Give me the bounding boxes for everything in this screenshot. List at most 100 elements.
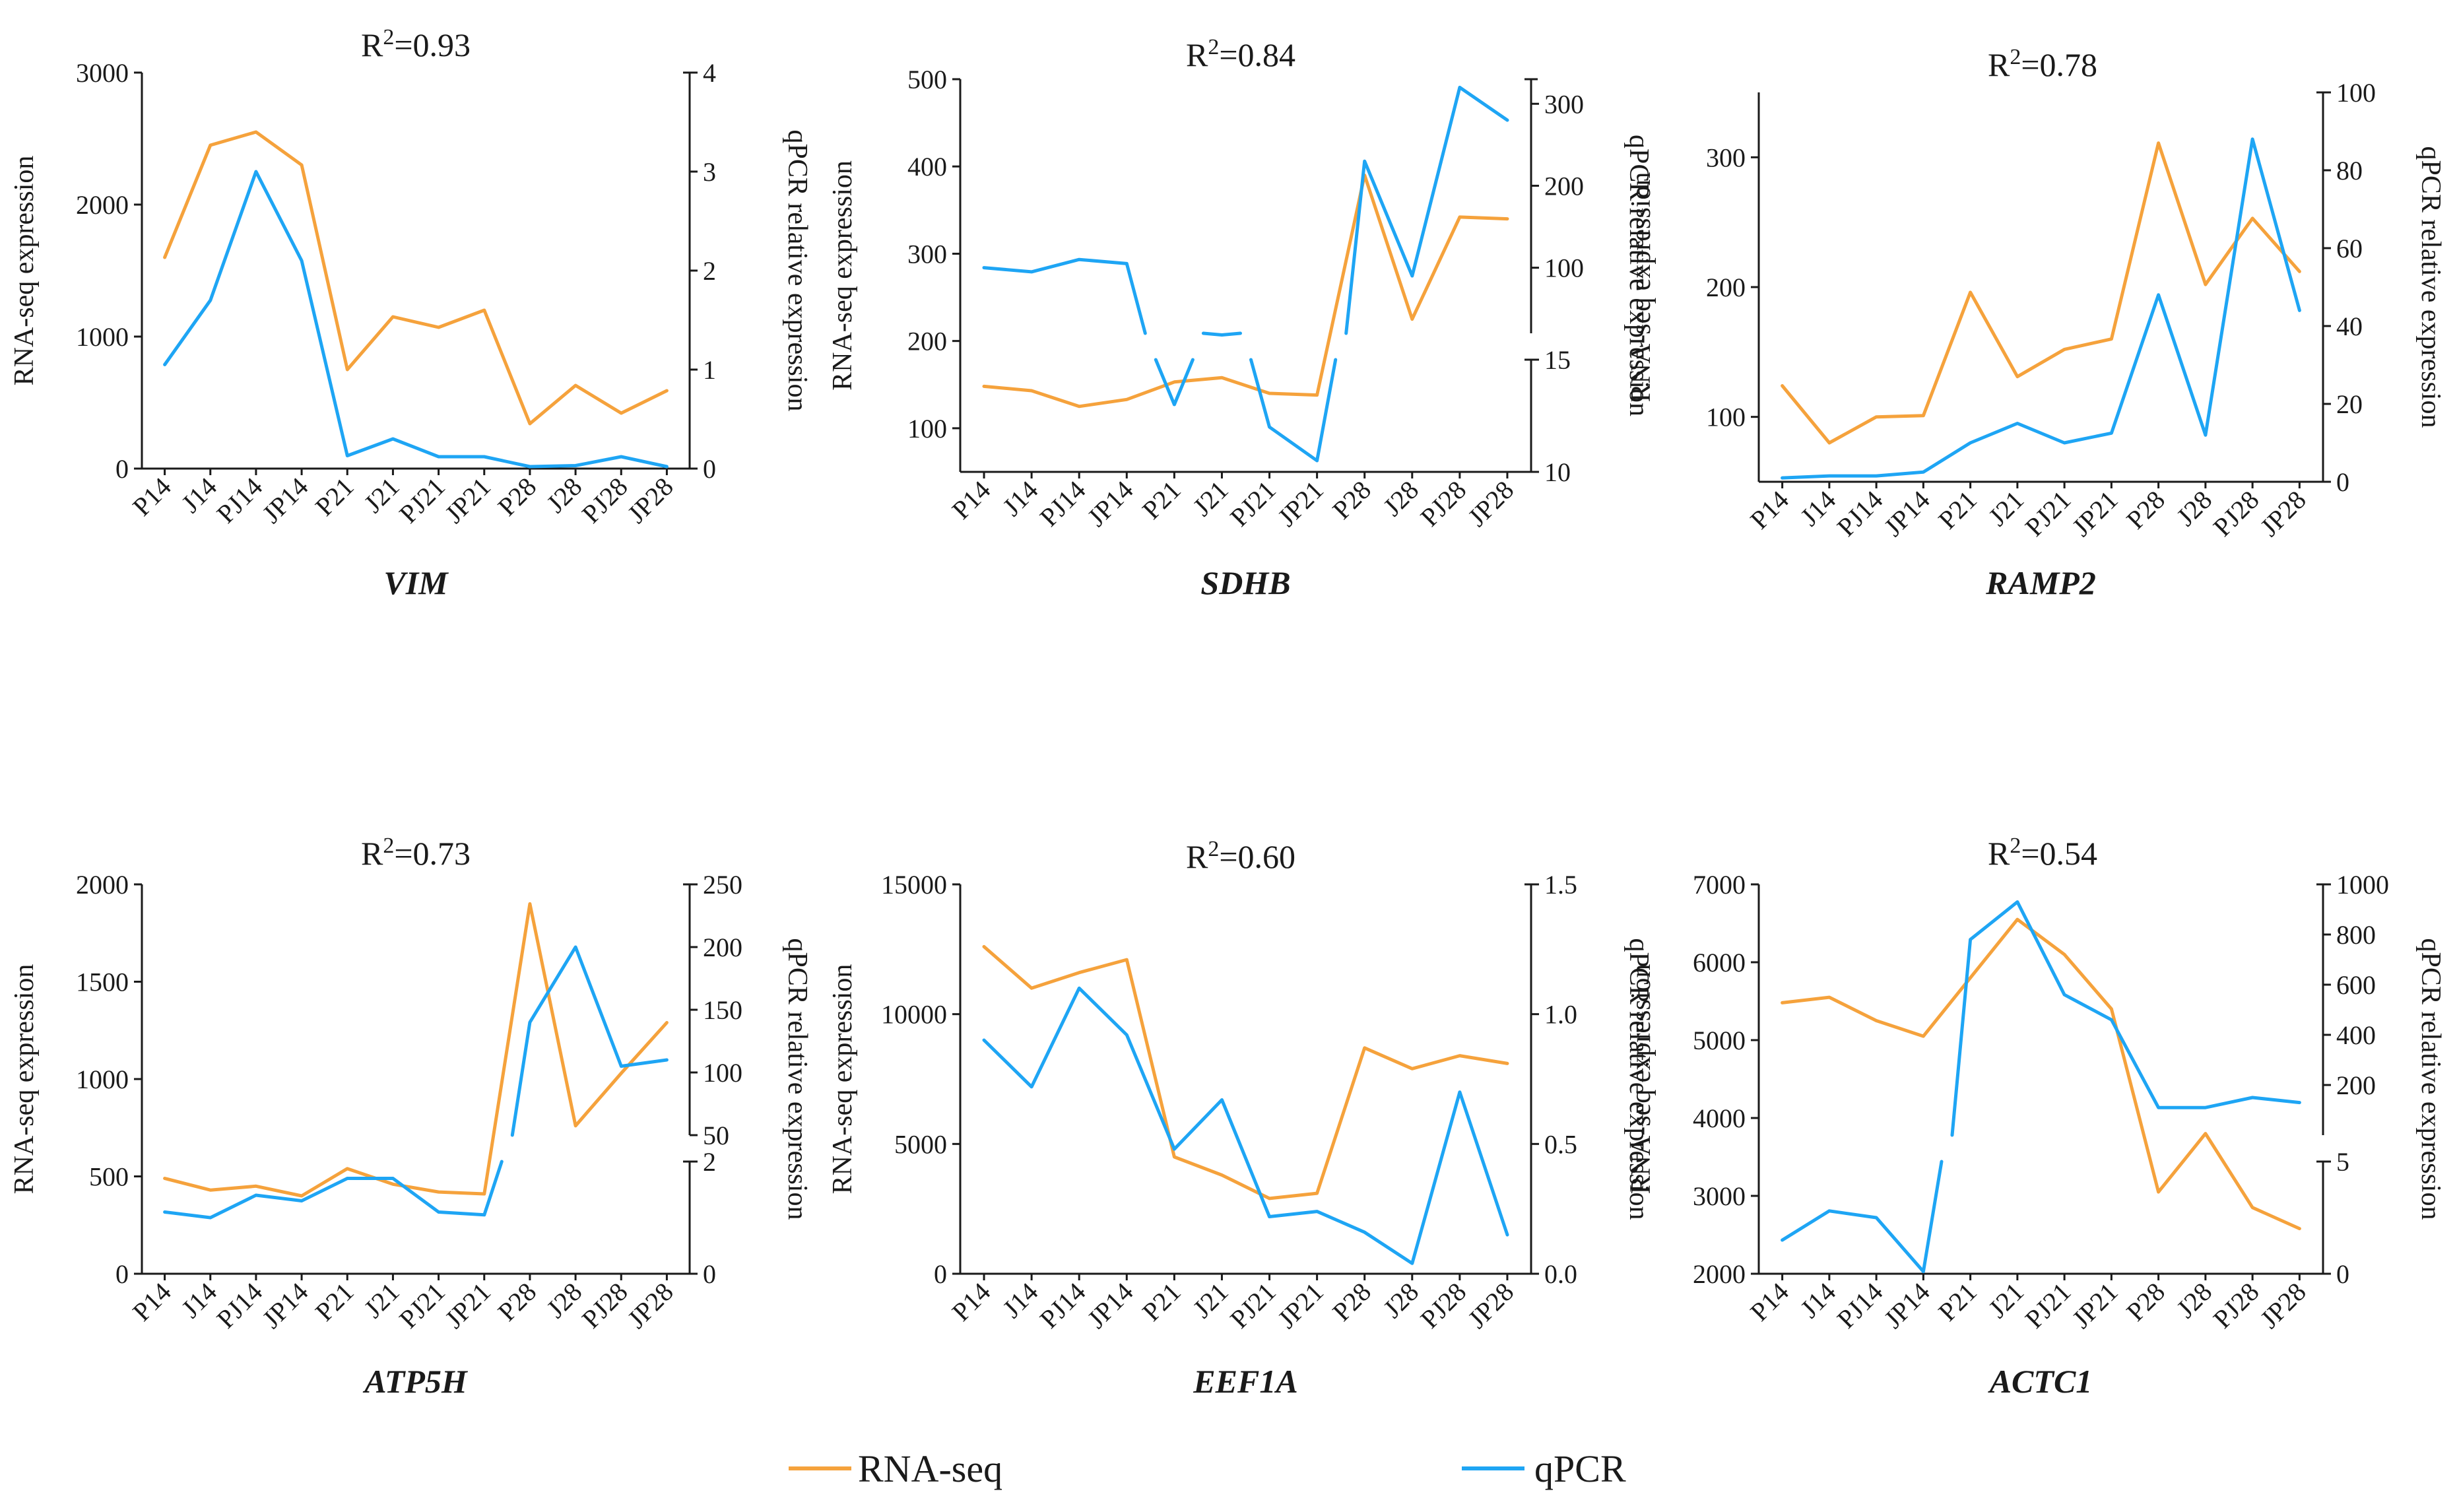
legend-qpcr-label: qPCR (1534, 1447, 1626, 1490)
x-tick-label: PJ28 (576, 472, 634, 529)
x-tick-label: JP14 (1878, 1277, 1936, 1334)
x-tick-label: JP14 (1082, 475, 1139, 533)
title-r: R (361, 835, 383, 872)
right-axis-title: qPCR relative expression (2415, 147, 2446, 428)
qpcr-series-line (163, 945, 669, 1220)
right-tick-label: 0 (2336, 467, 2349, 497)
x-tick-label: JP28 (622, 1277, 679, 1334)
right-tick-label: 3 (703, 157, 716, 187)
left-tick-label: 100 (1706, 403, 1746, 432)
panel-title: R2=0.78 (1988, 45, 2097, 83)
rnaseq-series-line (1781, 141, 2301, 445)
left-tick-label: 15000 (881, 870, 947, 900)
gene-label: ACTC1 (1988, 1363, 2093, 1400)
x-tick-label: PJ14 (1831, 485, 1889, 542)
left-tick-label: 0 (934, 1259, 947, 1289)
rnaseq-series-line (1781, 917, 2301, 1231)
left-tick-label: 5000 (1693, 1026, 1746, 1055)
right-tick-label: 200 (2336, 1070, 2376, 1100)
x-tick-label: JP28 (2254, 485, 2312, 542)
title-r: R (1988, 46, 2010, 83)
x-tick-label: P21 (1932, 1277, 1982, 1327)
right-tick-label: 10 (1544, 457, 1571, 487)
x-tick-label: JP14 (257, 1277, 314, 1334)
gene-label: ATP5H (362, 1363, 469, 1400)
x-tick-label: PJ21 (2019, 1277, 2077, 1334)
left-tick-label: 400 (907, 152, 947, 181)
x-tick-label: PJ28 (576, 1277, 634, 1334)
x-tick-label: PJ14 (1831, 1277, 1889, 1334)
rnaseq-series-line (163, 130, 669, 426)
left-tick-label: 100 (907, 414, 947, 444)
x-tick-label: JP21 (2066, 1277, 2124, 1334)
x-tick-label: JP28 (1462, 1277, 1519, 1334)
left-tick-label: 10000 (881, 1000, 947, 1030)
title-superscript: 2 (383, 25, 394, 49)
gene-label: SDHB (1200, 564, 1290, 601)
right-tick-label: 2 (703, 256, 716, 286)
right-tick-label: 800 (2336, 920, 2376, 950)
right-tick-label: 400 (2336, 1020, 2376, 1050)
right-tick-label: 100 (1544, 253, 1584, 283)
left-tick-label: 2000 (76, 190, 129, 220)
title-r: R (361, 26, 383, 63)
x-tick-label: P14 (1744, 1277, 1794, 1327)
x-tick-label: PJ14 (211, 1277, 268, 1334)
left-tick-label: 1000 (76, 322, 129, 352)
right-tick-label: 1.5 (1544, 870, 1577, 900)
right-tick-label: 50 (703, 1121, 729, 1150)
rnaseq-series-line (163, 902, 669, 1198)
left-axis-title: RNA-seq expression (1626, 172, 1656, 403)
left-tick-label: 200 (1706, 273, 1746, 302)
x-tick-label: P21 (310, 472, 360, 522)
left-tick-label: 300 (907, 239, 947, 269)
x-tick-label: P28 (1327, 475, 1377, 525)
right-tick-label: 0 (2336, 1259, 2349, 1289)
right-axis-title: qPCR relative expression (1623, 135, 1654, 416)
title-superscript: 2 (2010, 45, 2021, 69)
left-tick-label: 4000 (1693, 1103, 1746, 1133)
qpcr-series-line (982, 85, 1509, 463)
x-tick-label: PJ21 (2019, 485, 2077, 542)
x-tick-label: P14 (127, 472, 177, 522)
x-tick-label: P14 (946, 475, 997, 525)
x-tick-label: JP21 (1272, 475, 1329, 533)
panel-title: R2=0.84 (1186, 35, 1295, 73)
x-tick-label: P28 (492, 472, 542, 522)
x-tick-label: P28 (492, 1277, 542, 1327)
right-tick-label: 150 (703, 995, 742, 1025)
chart-panel-actc1: 2000 3000 4000 5000 6000 7000 0 5 200 400 600 800 10… (1626, 834, 2446, 1400)
right-tick-label: 100 (2336, 78, 2376, 108)
left-tick-label: 0 (115, 454, 129, 484)
x-tick-label: JP28 (2254, 1277, 2312, 1334)
legend-rnaseq-label: RNA-seq (858, 1447, 1002, 1490)
x-tick-label: P28 (2120, 485, 2171, 535)
x-tick-label: PJ21 (393, 472, 451, 529)
x-tick-label: JP28 (622, 472, 679, 529)
left-tick-label: 3000 (1693, 1181, 1746, 1211)
right-tick-label: 200 (703, 933, 742, 962)
right-tick-label: 1000 (2336, 870, 2389, 900)
right-tick-label: 60 (2336, 234, 2363, 263)
right-tick-label: 0.0 (1544, 1259, 1577, 1289)
right-axis-title: qPCR relative expression (1623, 938, 1654, 1220)
right-tick-label: 80 (2336, 156, 2363, 185)
x-tick-label: P21 (310, 1277, 360, 1327)
left-axis-title: RNA-seq expression (9, 156, 40, 386)
right-tick-label: 100 (703, 1058, 742, 1088)
title-superscript: 2 (1208, 35, 1219, 59)
title-value: =0.60 (1219, 838, 1295, 875)
panel-title: R2=0.60 (1186, 837, 1295, 875)
left-axis-title: RNA-seq expression (828, 160, 858, 391)
title-value: =0.54 (2021, 835, 2097, 872)
left-tick-label: 1000 (76, 1065, 129, 1094)
title-value: =0.78 (2021, 46, 2097, 83)
qpcr-series-line (1781, 137, 2301, 480)
gene-label: RAMP2 (1985, 564, 2096, 601)
right-tick-label: 200 (1544, 171, 1584, 201)
x-tick-label: JP21 (2066, 485, 2124, 542)
